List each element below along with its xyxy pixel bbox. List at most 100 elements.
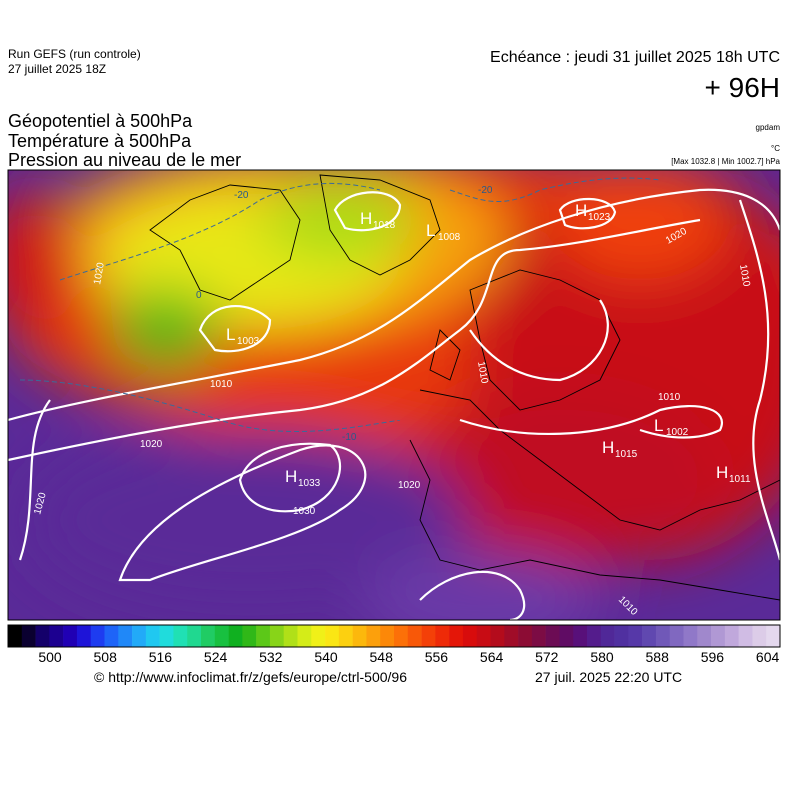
color-swatch (766, 625, 781, 647)
color-swatch (90, 625, 105, 647)
unit: °C (771, 144, 780, 153)
color-swatch (600, 625, 615, 647)
color-swatch (504, 625, 519, 647)
center-letter: L (426, 221, 435, 240)
isobar-label: 1020 (398, 480, 421, 491)
center-letter: H (360, 209, 372, 228)
colorbar-tick-label: 532 (259, 649, 283, 665)
colorbar-tick-label: 596 (701, 649, 725, 665)
color-swatch (145, 625, 160, 647)
isobar-label: 1010 (737, 264, 752, 288)
center-letter: H (716, 463, 728, 482)
colorbar-tick-label: 516 (149, 649, 173, 665)
color-swatch (394, 625, 409, 647)
source-url: © http://www.infoclimat.fr/z/gefs/europe… (94, 669, 407, 685)
lead-time: + 96H (705, 72, 781, 103)
color-swatch (628, 625, 643, 647)
color-swatch (63, 625, 78, 647)
color-swatch (173, 625, 188, 647)
color-swatch (476, 625, 491, 647)
pressure-center: H 1023 (575, 201, 611, 223)
colorbar-tick-label: 580 (590, 649, 614, 665)
colorbar-frame (7, 624, 781, 648)
unit: gpdam (756, 123, 781, 132)
colorbar-tick-label: 604 (756, 649, 780, 665)
color-swatch (104, 625, 119, 647)
color-swatch (8, 625, 23, 647)
pressure-center: H 1015 (602, 438, 638, 460)
field: Géopotentiel à 500hPa (8, 111, 193, 131)
color-swatch (490, 625, 505, 647)
color-swatch (559, 625, 574, 647)
color-swatch (118, 625, 133, 647)
center-letter: H (602, 438, 614, 457)
temperature-label: -20 (478, 185, 493, 196)
unit: [Max 1032.8 | Min 1002.7] hPa (671, 157, 780, 166)
center-value: 1033 (298, 478, 321, 489)
colorbar-tick-label: 572 (535, 649, 559, 665)
center-value: 1018 (373, 220, 396, 231)
colorbar-tick-label: 548 (370, 649, 394, 665)
isobar-label: 1020 (140, 439, 163, 450)
colorbar-tick-label: 564 (480, 649, 504, 665)
colorbar-tick-label: 508 (94, 649, 118, 665)
color-swatch (614, 625, 629, 647)
color-swatch (697, 625, 712, 647)
center-value: 1023 (588, 212, 611, 223)
center-letter: H (285, 467, 297, 486)
valid-time: Echéance : jeudi 31 juillet 2025 18h UTC (490, 49, 780, 66)
map-frame (7, 169, 781, 621)
color-swatch (352, 625, 367, 647)
center-letter: L (226, 325, 235, 344)
color-swatch (187, 625, 202, 647)
isobar-label: 1020 (92, 261, 107, 285)
isobar-label: 1010 (475, 361, 490, 385)
color-swatch (269, 625, 285, 647)
color-swatch (35, 625, 50, 647)
pressure-center: H 1033 (285, 467, 321, 489)
color-swatch (724, 625, 739, 647)
color-swatch (435, 625, 450, 647)
center-value: 1008 (438, 232, 461, 243)
center-value: 1002 (666, 427, 689, 438)
pressure-center: L 1008 (426, 221, 461, 243)
colorbar-tick-label: 500 (38, 649, 62, 665)
color-swatch (49, 625, 64, 647)
color-swatch (380, 625, 395, 647)
color-swatch (683, 625, 698, 647)
color-swatch (214, 625, 229, 647)
pressure-center: H 1011 (716, 463, 751, 485)
colorbar-tick-label: 588 (646, 649, 670, 665)
pressure-center: L 1002 (654, 416, 689, 438)
color-swatch (366, 625, 381, 647)
map: 1020 1010 1020 1030 1020 1020 1010 1010 … (8, 170, 780, 620)
isobar-label: 1010 (210, 379, 233, 390)
generated-date: 27 juil. 2025 22:20 UTC (535, 669, 682, 685)
color-swatch (325, 625, 340, 647)
color-swatch (752, 625, 767, 647)
temperature-label: 0 (196, 290, 202, 301)
color-swatch (421, 625, 436, 647)
color-swatch (738, 625, 753, 647)
colorbar-tick-label: 540 (314, 649, 338, 665)
color-swatch (407, 625, 422, 647)
color-swatch (338, 625, 353, 647)
colorbar-tick-label: 524 (204, 649, 228, 665)
color-swatch (531, 625, 546, 647)
color-swatch (655, 625, 671, 647)
color-swatch (518, 625, 533, 647)
color-swatch (449, 625, 464, 647)
color-swatch (132, 625, 147, 647)
colorbar: 500 508 516 524 532 540 548 556 564 572 580 588 596 6… (7, 624, 781, 665)
color-swatch (311, 625, 326, 647)
color-swatch (242, 625, 257, 647)
color-swatch (159, 625, 174, 647)
color-swatch (283, 625, 298, 647)
field: Pression au niveau de le mer (8, 150, 241, 170)
color-swatch (642, 625, 657, 647)
color-swatch (76, 625, 92, 647)
color-swatch (297, 625, 312, 647)
pressure-center: H 1018 (360, 209, 396, 231)
run-date: 27 juillet 2025 18Z (8, 62, 106, 76)
